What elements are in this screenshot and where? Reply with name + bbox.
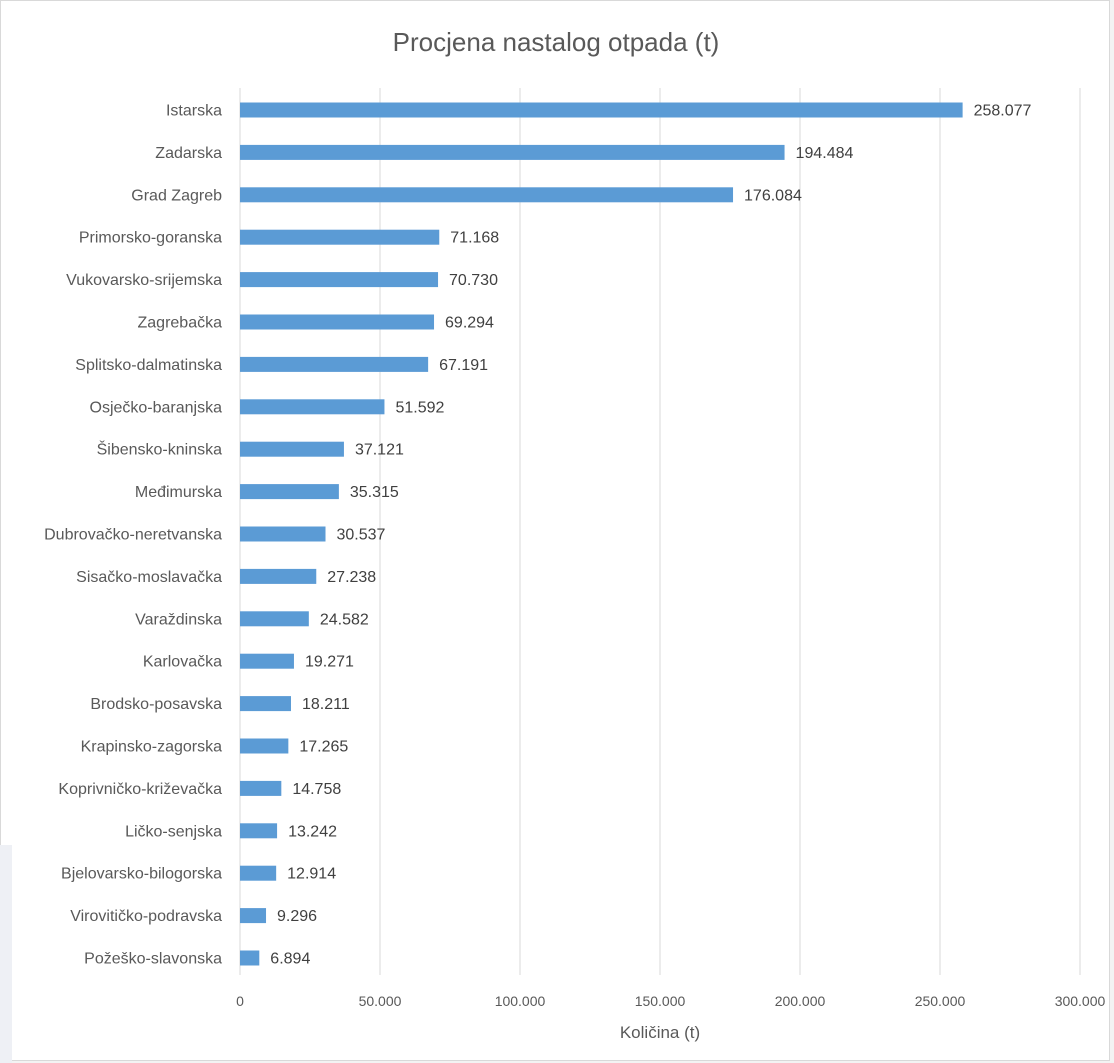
category-label: Međimurska (135, 484, 222, 501)
category-label: Krapinsko-zagorska (81, 739, 223, 756)
data-label: 6.894 (270, 951, 310, 968)
category-label: Bjelovarsko-bilogorska (61, 866, 222, 883)
bar (240, 865, 277, 881)
bar (240, 356, 429, 372)
x-tick-label: 50.000 (359, 993, 402, 1009)
x-tick-label: 200.000 (775, 993, 826, 1009)
data-label: 37.121 (355, 442, 404, 459)
bar (240, 229, 440, 245)
data-label: 35.315 (350, 484, 399, 501)
bar (240, 696, 291, 712)
data-label: 17.265 (299, 739, 348, 756)
category-label: Brodsko-posavska (90, 696, 222, 713)
category-label: Šibensko-kninska (97, 440, 223, 459)
category-label: Istarska (166, 103, 222, 120)
category-label: Osječko-baranjska (90, 399, 223, 416)
x-tick-label: 300.000 (1055, 993, 1106, 1009)
category-label: Primorsko-goranska (79, 230, 222, 247)
bar (240, 144, 785, 160)
bar (240, 823, 278, 839)
bar (240, 738, 289, 754)
category-label: Požeško-slavonska (84, 951, 222, 968)
data-label: 27.238 (327, 569, 376, 586)
category-labels: Istarska Zadarska Grad Zagreb Primorsko-gor… (44, 103, 222, 968)
data-label: 30.537 (337, 527, 386, 544)
data-label: 9.296 (277, 908, 317, 925)
x-tick-label: 0 (236, 993, 244, 1009)
category-label: Varaždinska (135, 611, 222, 628)
x-tick-label: 100.000 (495, 993, 546, 1009)
data-label: 14.758 (292, 781, 341, 798)
bar (240, 908, 267, 924)
data-label: 176.084 (744, 187, 802, 204)
category-label: Dubrovačko-neretvanska (44, 527, 222, 544)
bar (240, 399, 385, 415)
bar (240, 314, 435, 330)
data-label: 67.191 (439, 357, 488, 374)
bar (240, 611, 309, 627)
category-label: Koprivničko-križevačka (58, 781, 222, 798)
category-label: Ličko-senjska (125, 823, 222, 840)
data-label: 71.168 (450, 230, 499, 247)
category-label: Karlovačka (143, 654, 222, 671)
bar (240, 950, 260, 966)
category-label: Splitsko-dalmatinska (75, 357, 222, 374)
x-tick-label: 250.000 (915, 993, 966, 1009)
bar (240, 187, 734, 203)
chart-title: Procjena nastalog otpada (t) (392, 27, 720, 57)
category-label: Grad Zagreb (131, 187, 222, 204)
category-label: Zagrebačka (138, 315, 223, 332)
category-label: Virovitičko-podravska (70, 908, 222, 925)
x-tick-labels: 0 50.000 100.000 150.000 200.000 250.000 300.0… (236, 993, 1105, 1009)
bar (240, 568, 317, 584)
side-strip (0, 845, 12, 1063)
data-label: 194.484 (796, 145, 854, 162)
x-tick-label: 150.000 (635, 993, 686, 1009)
data-label: 12.914 (287, 866, 336, 883)
data-label: 258.077 (974, 103, 1032, 120)
data-label: 51.592 (395, 399, 444, 416)
bars (240, 102, 963, 966)
data-label: 70.730 (449, 272, 498, 289)
bar (240, 102, 963, 118)
data-label: 24.582 (320, 611, 369, 628)
x-axis-title: Količina (t) (620, 1023, 700, 1042)
bar (240, 780, 282, 796)
category-label: Vukovarsko-srijemska (66, 272, 222, 289)
value-labels: 258.077 194.484 176.084 71.168 70.730 69.294 6… (270, 103, 1031, 968)
bar (240, 272, 439, 288)
data-label: 13.242 (288, 823, 337, 840)
data-label: 18.211 (302, 696, 350, 713)
bar (240, 484, 339, 500)
data-label: 69.294 (445, 315, 494, 332)
data-label: 19.271 (305, 654, 354, 671)
bar (240, 441, 344, 457)
bar (240, 653, 294, 669)
category-label: Zadarska (155, 145, 222, 162)
category-label: Sisačko-moslavačka (76, 569, 222, 586)
bar (240, 526, 326, 542)
